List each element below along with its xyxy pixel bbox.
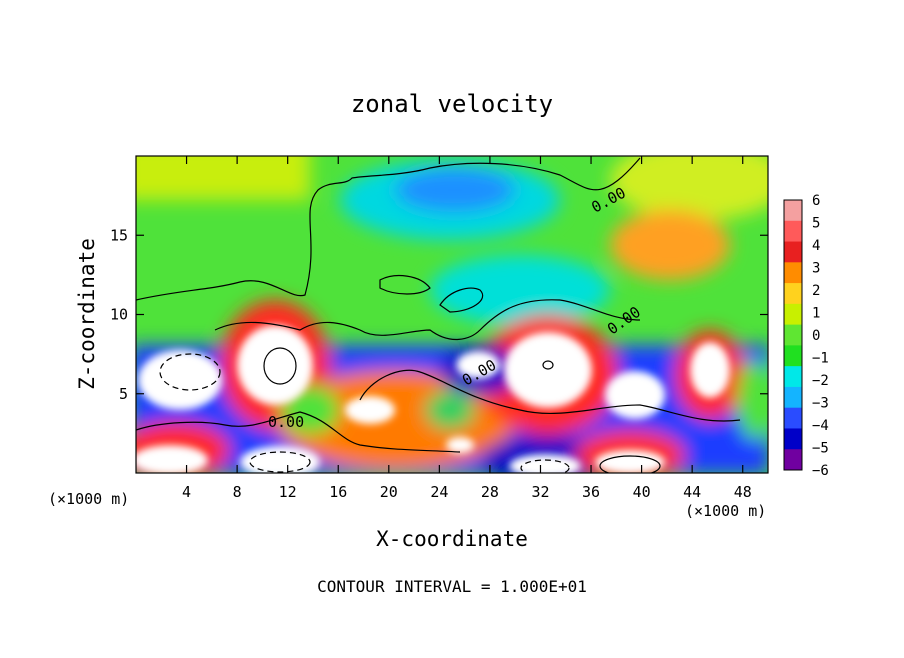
- colorbar-swatch: [784, 449, 802, 471]
- colorbar-tick-label: 6: [812, 193, 820, 209]
- y-tick-label: 15: [110, 226, 128, 244]
- x-tick-label: 24: [430, 483, 448, 501]
- colorbar-tick-label: 4: [812, 238, 820, 254]
- colorbar-swatch: [784, 345, 802, 367]
- y-tick-label: 5: [119, 385, 128, 403]
- colorbar-tick-label: 5: [812, 216, 820, 232]
- upper-right-yellow-zone: [610, 156, 768, 220]
- upper-right-warm-zone: [610, 210, 730, 280]
- contour-interval-note: CONTOUR INTERVAL = 1.000E+01: [317, 577, 587, 596]
- far-right-green: [737, 360, 768, 440]
- contour-loop-left-positive: [263, 347, 297, 385]
- zero-contour-island: [439, 287, 484, 313]
- core-right-negative: [605, 371, 665, 419]
- contour-label: 0.00: [268, 413, 304, 431]
- colorbar-tick-label: −1: [812, 351, 829, 367]
- colorbar-swatch: [784, 386, 802, 409]
- x-tick-label: 4: [182, 483, 191, 501]
- chart-title: zonal velocity: [351, 90, 553, 118]
- colorbar-swatch: [784, 220, 802, 243]
- contour-loop-lower-right: [599, 455, 661, 473]
- colorbar-swatch: [784, 262, 802, 284]
- contour-loop-center: [542, 360, 554, 370]
- x-unit-label-left: (×1000 m): [48, 490, 129, 508]
- colorbar-tick-label: −5: [812, 441, 829, 457]
- colorbar-frame: [783, 199, 803, 471]
- colorbar-tick-label: −2: [812, 373, 829, 389]
- green-tongue-2: [425, 390, 475, 430]
- x-tick-label: 28: [481, 483, 499, 501]
- core-lower-center: [509, 454, 581, 473]
- core-lower-negative: [240, 446, 320, 473]
- x-tick-label: 36: [582, 483, 600, 501]
- core-lower-small: [446, 437, 474, 453]
- colorbar-swatch: [784, 200, 802, 222]
- colorbar-swatch: [784, 241, 802, 263]
- core-center-right-positive: [504, 332, 592, 408]
- y-axis: 5 10 15: [110, 226, 768, 403]
- x-tick-label: 48: [734, 483, 752, 501]
- zero-contour-lower-center: [359, 369, 741, 422]
- upper-blue-core: [395, 168, 515, 212]
- core-center-positive: [345, 396, 395, 424]
- colorbar-swatch: [784, 428, 802, 450]
- field-cores: [136, 325, 730, 473]
- core-lower-left: [136, 445, 208, 473]
- colorbar-swatch: [784, 366, 802, 388]
- core-mid-eddy: [456, 351, 500, 379]
- mid-cyan-zone: [430, 255, 610, 325]
- colorbar-tick-label: 1: [812, 306, 820, 322]
- core-left-positive: [237, 325, 313, 405]
- zero-contour-lower-left: [136, 411, 461, 453]
- y-tick-label: 10: [110, 306, 128, 324]
- x-unit-label-right: (×1000 m): [685, 502, 766, 520]
- core-right-positive: [690, 342, 730, 398]
- zero-contour-upper: [136, 157, 641, 301]
- colorbar-tick-label: −3: [812, 396, 829, 412]
- colorbar-tick-label: −6: [812, 463, 829, 479]
- x-axis: 4 8 12 16 20 24 28 32 36 40 44 48: [182, 156, 752, 501]
- x-tick-label: 12: [279, 483, 297, 501]
- contour-lines: [136, 157, 741, 473]
- plot-area: 0.00 0.00 0.00 0.00: [136, 156, 768, 473]
- colorbar-tick-label: 2: [812, 283, 820, 299]
- colorbar-swatch: [784, 303, 802, 326]
- upper-left-yellow-band: [136, 156, 310, 200]
- x-tick-label: 40: [633, 483, 651, 501]
- colorbar-swatch: [784, 407, 802, 429]
- colorbar-tick-label: 3: [812, 261, 820, 277]
- contour-loop-lower: [249, 451, 311, 473]
- colorbar-tick-label: −4: [812, 418, 829, 434]
- field-regions: [136, 156, 768, 473]
- x-tick-label: 20: [380, 483, 398, 501]
- colorbar: 6 5 4 3 2 1 0 −1 −2 −3 −4 −5 −6: [783, 193, 829, 479]
- x-tick-label: 32: [531, 483, 549, 501]
- x-tick-label: 16: [329, 483, 347, 501]
- zero-contour-mid: [214, 299, 641, 340]
- colorbar-swatch: [784, 283, 802, 305]
- x-tick-label: 8: [233, 483, 242, 501]
- y-axis-label: Z-coordinate: [75, 238, 99, 390]
- colorbar-swatch: [784, 324, 802, 346]
- colorbar-tick-label: 0: [812, 328, 820, 344]
- contour-loop-left: [159, 353, 221, 391]
- core-left-negative: [138, 350, 222, 410]
- contour-loop-lower-center: [520, 459, 570, 473]
- x-tick-label: 44: [683, 483, 701, 501]
- x-axis-label: X-coordinate: [376, 527, 528, 551]
- zero-contour-island-2: [379, 274, 431, 295]
- core-lower-right: [595, 450, 665, 473]
